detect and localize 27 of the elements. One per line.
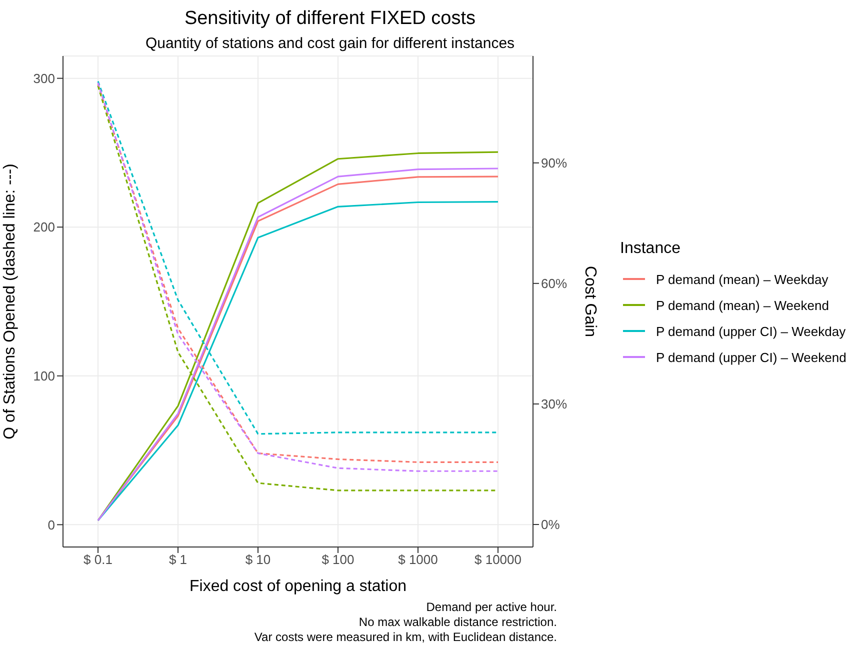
legend-label: P demand (upper CI) – Weekday <box>656 324 846 338</box>
x-tick-label: $ 0.1 <box>84 552 112 568</box>
y2-tick-label: 90% <box>541 155 568 170</box>
text: Demand per active hour. <box>425 600 557 615</box>
y-tick-label: 300 <box>33 70 55 86</box>
text: No max walkable distance restriction. <box>358 615 557 630</box>
y-tick-label: 100 <box>33 368 55 384</box>
y2-tick-label: 60% <box>541 276 568 292</box>
text: Var costs were measured in km, with Euclidean distance. <box>254 630 557 645</box>
x-tick-label: $ 1 <box>168 552 188 568</box>
x-axis-title: Fixed cost of opening a station <box>189 578 407 595</box>
legend-label: P demand (mean) – Weekday <box>656 272 828 286</box>
legend-label: P demand (upper CI) – Weekend <box>656 350 846 364</box>
y-tick-label: 200 <box>33 220 55 235</box>
x-tick-label: $ 10 <box>245 552 271 568</box>
y-axis-title: Q of Stations Opened (dashed line: ---) <box>2 164 19 440</box>
y2-tick-label: 0% <box>541 517 560 532</box>
chart-title: Sensitivity of different FIXED costs <box>183 8 477 30</box>
y2-axis-title: Cost Gain <box>581 266 598 338</box>
chart-subtitle: Quantity of stations and cost gain for different instances <box>144 35 516 52</box>
x-tick-label: $ 10000 <box>474 552 522 568</box>
legend-title: Instance <box>620 240 682 258</box>
x-tick-label: $ 100 <box>322 552 354 568</box>
y-tick-label: 0 <box>48 517 55 532</box>
y2-tick-label: 30% <box>541 396 568 412</box>
legend-label: P demand (mean) – Weekend <box>656 298 829 312</box>
x-tick-label: $ 1000 <box>398 552 438 568</box>
